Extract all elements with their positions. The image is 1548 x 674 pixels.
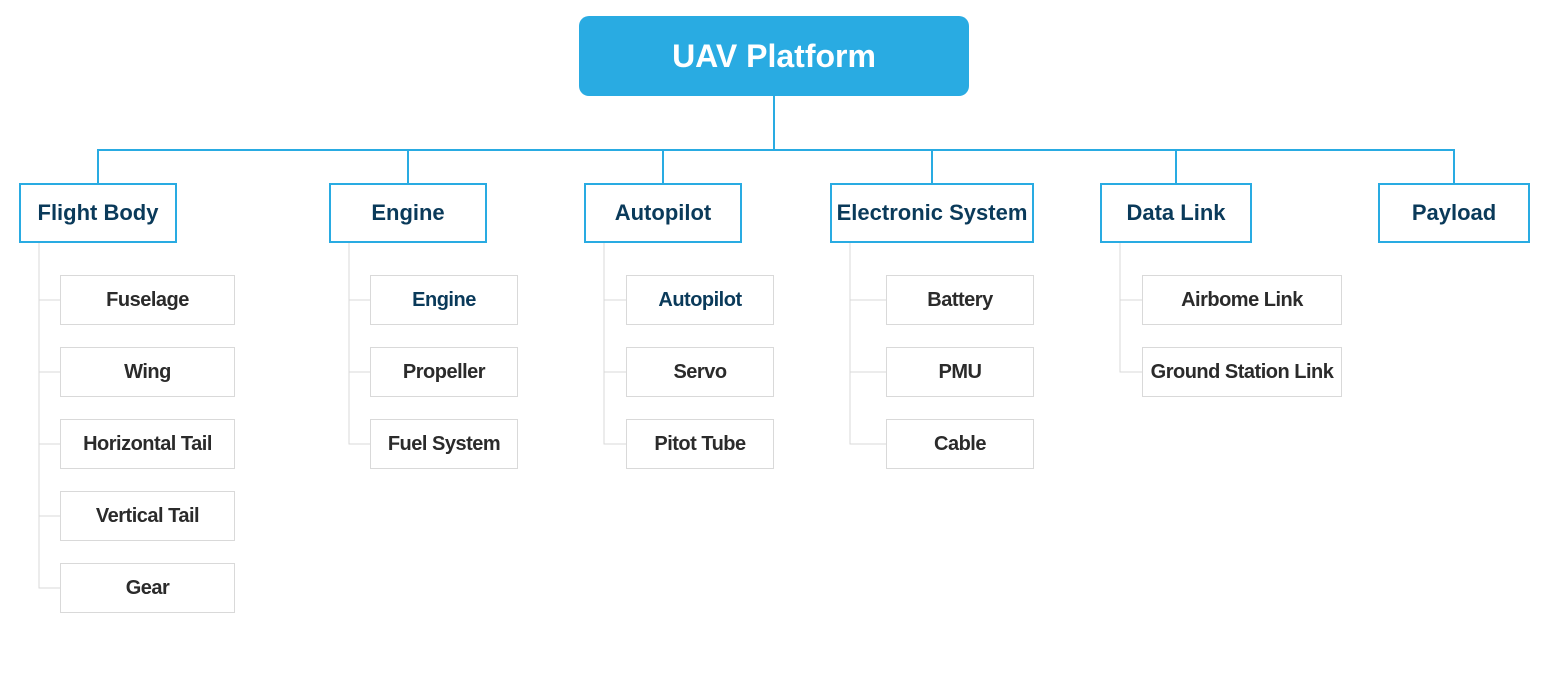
c-airborne-link: Airbome Link — [1142, 275, 1342, 325]
c-engine: Engine — [370, 275, 518, 325]
c-battery-label: Battery — [927, 289, 992, 312]
cat-electronic-system-label: Electronic System — [837, 200, 1028, 226]
cat-engine: Engine — [329, 183, 487, 243]
c-servo-label: Servo — [673, 361, 726, 384]
c-wing-label: Wing — [124, 361, 171, 384]
c-propeller-label: Propeller — [403, 361, 485, 384]
c-engine-label: Engine — [412, 289, 476, 312]
c-autopilot: Autopilot — [626, 275, 774, 325]
c-gear-label: Gear — [126, 577, 170, 600]
c-autopilot-label: Autopilot — [658, 289, 741, 312]
c-ground-station-link-label: Ground Station Link — [1151, 361, 1334, 384]
c-fuel-system: Fuel System — [370, 419, 518, 469]
c-wing: Wing — [60, 347, 235, 397]
c-pitot-tube: Pitot Tube — [626, 419, 774, 469]
c-ground-station-link: Ground Station Link — [1142, 347, 1342, 397]
c-horizontal-tail-label: Horizontal Tail — [83, 433, 212, 456]
c-gear: Gear — [60, 563, 235, 613]
cat-payload: Payload — [1378, 183, 1530, 243]
c-cable: Cable — [886, 419, 1034, 469]
c-propeller: Propeller — [370, 347, 518, 397]
cat-autopilot-label: Autopilot — [615, 200, 712, 226]
cat-data-link-label: Data Link — [1126, 200, 1225, 226]
cat-engine-label: Engine — [371, 200, 444, 226]
c-fuselage: Fuselage — [60, 275, 235, 325]
c-pitot-tube-label: Pitot Tube — [654, 433, 745, 456]
cat-flight-body-label: Flight Body — [38, 200, 159, 226]
root-node: UAV Platform — [579, 16, 969, 96]
c-cable-label: Cable — [934, 433, 986, 456]
c-vertical-tail: Vertical Tail — [60, 491, 235, 541]
c-pmu-label: PMU — [939, 361, 982, 384]
cat-flight-body: Flight Body — [19, 183, 177, 243]
c-horizontal-tail: Horizontal Tail — [60, 419, 235, 469]
c-vertical-tail-label: Vertical Tail — [96, 505, 199, 528]
diagram-canvas: UAV Platform Flight Body Fuselage Wing Horiz… — [0, 0, 1548, 674]
c-pmu: PMU — [886, 347, 1034, 397]
c-servo: Servo — [626, 347, 774, 397]
cat-electronic-system: Electronic System — [830, 183, 1034, 243]
c-fuel-system-label: Fuel System — [388, 433, 500, 456]
cat-autopilot: Autopilot — [584, 183, 742, 243]
root-node-label: UAV Platform — [672, 38, 876, 75]
c-airborne-link-label: Airbome Link — [1181, 289, 1303, 312]
c-fuselage-label: Fuselage — [106, 289, 189, 312]
cat-data-link: Data Link — [1100, 183, 1252, 243]
c-battery: Battery — [886, 275, 1034, 325]
cat-payload-label: Payload — [1412, 200, 1496, 226]
